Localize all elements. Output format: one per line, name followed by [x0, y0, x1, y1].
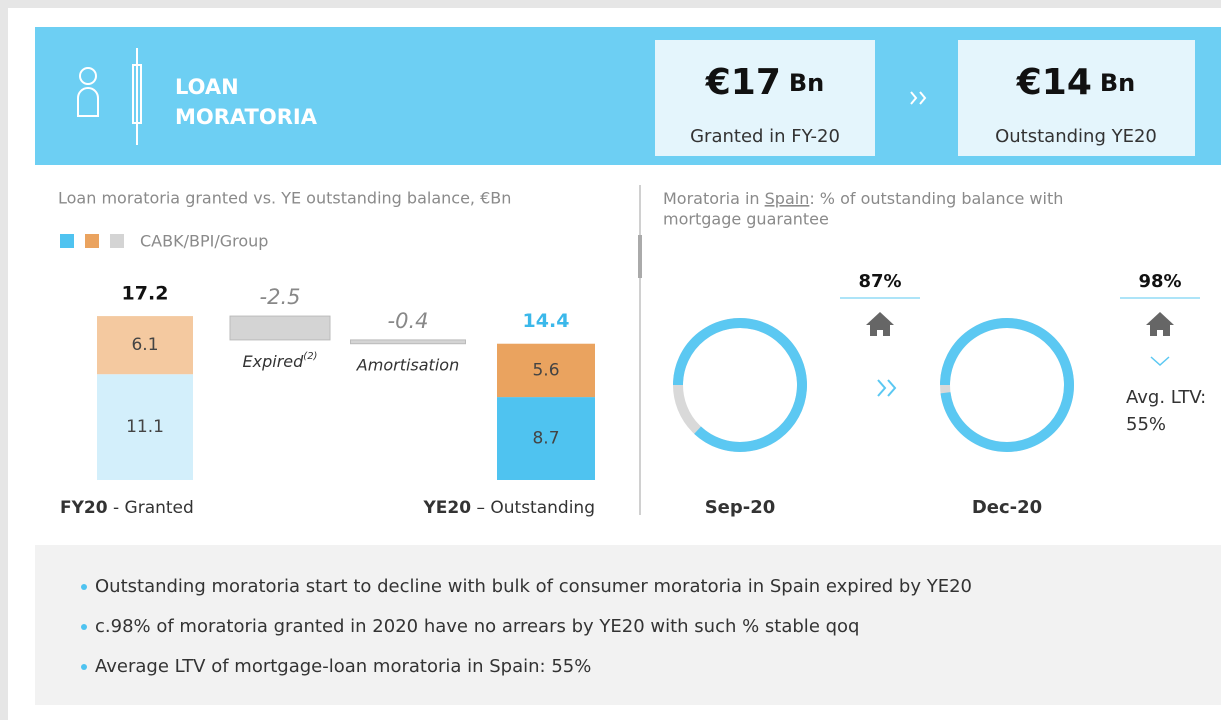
bullet-text: Average LTV of mortgage-loan moratoria i… [95, 656, 591, 677]
bullet-dot [81, 584, 87, 590]
person-icon [77, 67, 99, 117]
value-label: 98% [1138, 271, 1181, 292]
category-text: Expired [243, 351, 305, 370]
bar-segment [97, 316, 193, 375]
kpi-box [655, 40, 875, 156]
total-label: 17.2 [122, 283, 169, 305]
donut-arc [940, 318, 1074, 452]
header-title: LOAN [175, 75, 239, 99]
bullet-dot [81, 624, 87, 630]
category-label: FY20 - Granted [60, 498, 194, 518]
kpi-unit: Bn [1100, 69, 1135, 97]
bullet-text: Outstanding moratoria start to decline w… [95, 576, 972, 597]
kpi-label: Outstanding YE20 [995, 126, 1157, 147]
legend-swatch [60, 234, 74, 248]
bullet-dot [81, 664, 87, 670]
kpi-box [958, 40, 1195, 156]
segment-label: 6.1 [131, 335, 158, 355]
category-bold: FY20 [60, 498, 108, 518]
donut-arc [673, 318, 807, 452]
category-label: Sep-20 [705, 497, 776, 518]
float-bar [350, 339, 466, 345]
kpi-number: €14 [1016, 62, 1092, 103]
chart-title: Moratoria in Spain: % of outstanding bal… [663, 189, 1063, 208]
category-label: Dec-20 [972, 497, 1042, 518]
divider-box [132, 64, 142, 124]
bar-segment [97, 374, 193, 480]
segment-label: 8.7 [532, 429, 559, 449]
category-label: Amortisation [356, 355, 459, 374]
house-icon [866, 312, 894, 336]
category-text: Amortisation [356, 355, 459, 374]
category-text: - Granted [108, 498, 194, 518]
bullets-panel [35, 545, 1221, 705]
arrow [910, 91, 927, 105]
float-bar [229, 315, 331, 341]
segment-label: 5.6 [532, 360, 559, 380]
segment-label: 11.1 [126, 417, 164, 437]
bullet-text: c.98% of moratoria granted in 2020 have … [95, 616, 859, 637]
delta-label: -2.5 [260, 285, 301, 309]
value-label: 87% [858, 271, 901, 292]
header-title: MORATORIA [175, 105, 318, 129]
category-text: – Outstanding [471, 498, 595, 518]
chevron [1150, 356, 1170, 367]
chart-title: mortgage guarantee [663, 210, 829, 229]
bar-segment [497, 343, 595, 398]
title-part: Moratoria in [663, 189, 765, 208]
delta-label: -0.4 [388, 309, 429, 333]
arrow [877, 379, 897, 397]
kpi-label: Granted in FY-20 [690, 126, 840, 147]
kpi-value: €14 Bn [1016, 62, 1136, 103]
kpi-value: €17 Bn [705, 62, 825, 103]
legend-swatch [85, 234, 99, 248]
title-part: : % of outstanding balance with [809, 189, 1063, 208]
chart-title: Loan moratoria granted vs. YE outstandin… [58, 189, 511, 208]
category-label: YE20 – Outstanding [422, 498, 595, 518]
legend-swatch [110, 234, 124, 248]
total-label: 14.4 [523, 310, 570, 332]
category-label: Expired(2) [243, 351, 318, 371]
kpi-unit: Bn [789, 69, 824, 97]
category-bold: YE20 [422, 498, 471, 518]
legend-label: CABK/BPI/Group [140, 232, 268, 251]
bar-segment [497, 397, 595, 480]
annotation: 55% [1126, 414, 1166, 435]
title-link: Spain [765, 189, 810, 208]
annotation: Avg. LTV: [1126, 387, 1206, 408]
category-sup: (2) [303, 351, 317, 362]
kpi-number: €17 [705, 62, 781, 103]
house-icon [1146, 312, 1174, 336]
